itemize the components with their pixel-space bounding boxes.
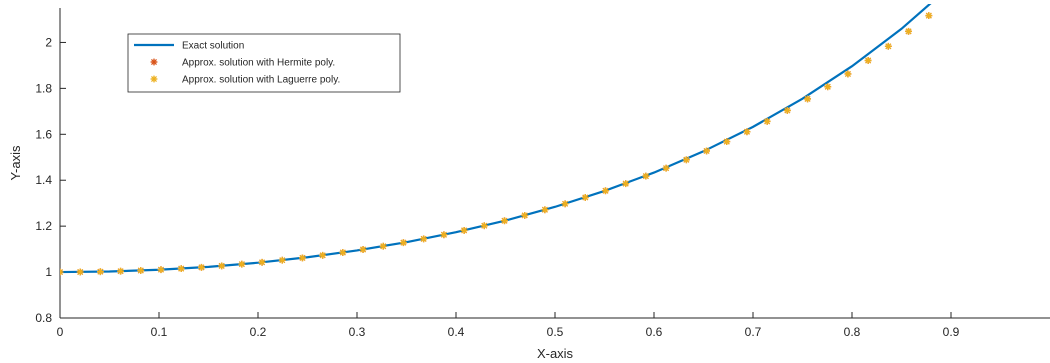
legend-marker	[150, 75, 158, 83]
y-axis-ticks: 0.8 1 1.2 1.4 1.6 1.8 2	[35, 35, 66, 325]
x-tick-label: 0.7	[745, 325, 762, 339]
data-point-marker	[238, 260, 246, 268]
x-tick-label: 0.5	[547, 325, 564, 339]
x-axis-title: X-axis	[537, 346, 574, 361]
legend-label: Exact solution	[182, 41, 244, 52]
y-axis-title: Y-axis	[8, 145, 23, 180]
legend-marker	[150, 58, 158, 66]
data-point-marker	[884, 42, 892, 50]
plot-area: 0 0.1 0.2 0.3 0.4 0.5 0.6 0.7 0.8 0.9 0.8 1 1.2 1.4 1…	[35, 4, 1050, 339]
data-point-marker	[420, 235, 428, 243]
data-point-marker	[96, 268, 104, 276]
data-point-marker	[157, 266, 165, 274]
y-tick-label: 1.8	[35, 81, 52, 95]
data-point-marker	[299, 254, 306, 262]
x-tick-label: 0.2	[250, 325, 267, 339]
data-point-marker	[844, 70, 852, 78]
series-layer	[60, 4, 933, 276]
data-point-marker	[501, 217, 508, 225]
data-point-marker	[743, 128, 751, 136]
data-point-marker	[379, 242, 387, 250]
y-tick-label: 1.4	[35, 173, 52, 187]
data-point-marker	[642, 172, 650, 180]
legend-items: Exact solution Approx. solution with Herm…	[134, 41, 340, 86]
data-point-marker	[925, 12, 933, 20]
data-point-marker	[198, 263, 205, 271]
legend-symbol	[150, 58, 158, 66]
y-tick-label: 1.6	[35, 127, 52, 141]
y-tick-label: 2	[45, 35, 52, 49]
data-point-marker	[864, 57, 872, 64]
data-point-marker	[117, 267, 124, 275]
data-point-marker	[218, 262, 226, 270]
data-point-marker	[339, 249, 347, 256]
data-point-marker	[662, 164, 670, 172]
data-point-marker	[137, 267, 145, 274]
legend-box	[127, 33, 401, 93]
x-tick-label: 0	[57, 325, 64, 339]
x-tick-label: 0.3	[349, 325, 366, 339]
data-point-marker	[763, 117, 771, 125]
y-tick-label: 0.8	[35, 311, 52, 325]
data-point-marker	[177, 265, 185, 273]
data-point-marker	[319, 251, 327, 259]
data-point-marker	[440, 231, 448, 239]
data-point-marker	[258, 258, 266, 266]
data-point-marker	[60, 268, 64, 276]
y-tick-label: 1	[45, 265, 52, 279]
data-point-marker	[76, 268, 84, 276]
data-point-marker	[581, 194, 589, 201]
data-point-marker	[359, 246, 367, 253]
data-point-marker	[400, 239, 407, 247]
data-point-marker	[602, 187, 609, 195]
x-tick-label: 0.8	[844, 325, 861, 339]
x-tick-label: 0.4	[448, 325, 465, 339]
data-point-marker	[723, 138, 731, 145]
series-markers-2	[60, 12, 933, 276]
data-point-marker	[703, 147, 710, 155]
data-point-marker	[460, 226, 468, 234]
x-tick-label: 0.6	[646, 325, 663, 339]
legend: Exact solution Approx. solution with Herm…	[127, 33, 401, 93]
x-tick-label: 0.1	[151, 325, 168, 339]
data-point-marker	[561, 200, 569, 208]
x-axis-ticks: 0 0.1 0.2 0.3 0.4 0.5 0.6 0.7 0.8 0.9	[57, 312, 960, 339]
legend-label: Approx. solution with Laguerre poly.	[182, 75, 340, 86]
data-point-marker	[541, 206, 549, 214]
data-point-marker	[824, 83, 832, 91]
data-point-marker	[804, 95, 811, 103]
data-point-marker	[783, 107, 791, 114]
x-tick-label: 0.9	[943, 325, 960, 339]
data-point-marker	[622, 180, 630, 188]
data-point-marker	[480, 222, 488, 230]
y-tick-label: 1.2	[35, 219, 52, 233]
data-point-marker	[905, 27, 912, 35]
data-point-marker	[521, 212, 529, 219]
data-point-marker	[682, 156, 690, 164]
data-point-marker	[278, 256, 286, 264]
legend-label: Approx. solution with Hermite poly.	[182, 58, 335, 69]
legend-symbol	[150, 75, 158, 83]
